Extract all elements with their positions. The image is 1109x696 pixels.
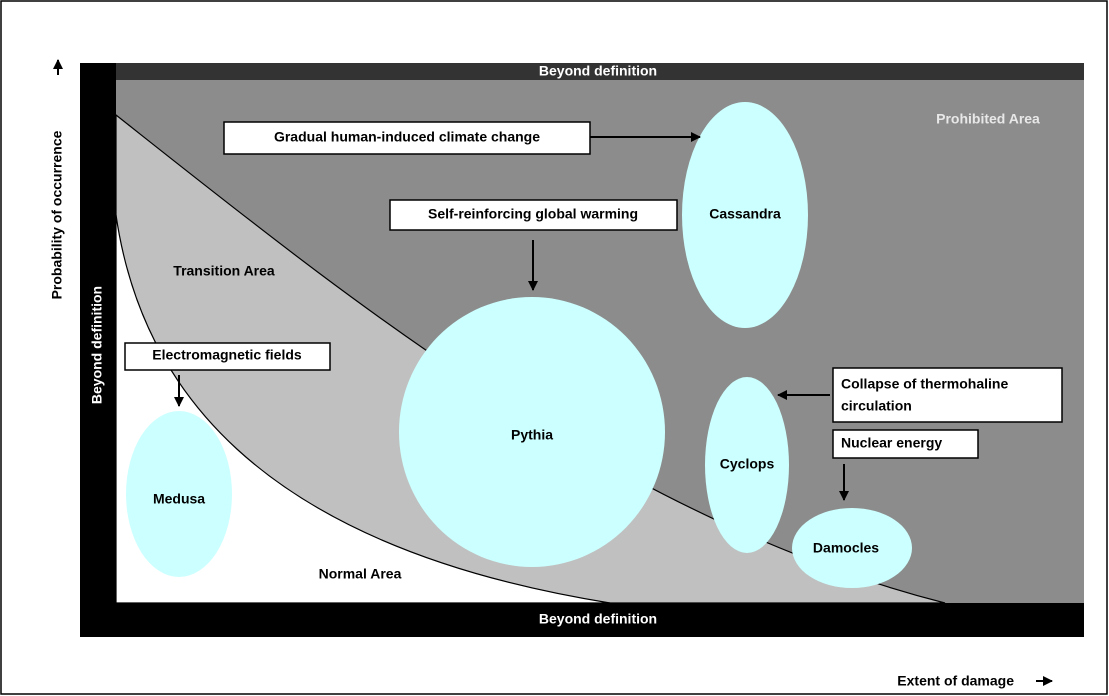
- node: [792, 508, 912, 588]
- top-bar-label: Beyond definition: [539, 63, 657, 79]
- bottom-bar: [80, 603, 1084, 637]
- top-bar: [116, 63, 1084, 80]
- node: [705, 377, 789, 553]
- annotation-box: [832, 367, 1063, 423]
- annotation: Self-reinforcing global warming: [428, 206, 638, 222]
- left-bar-label: Beyond definition: [89, 286, 105, 404]
- node-label: Pythia: [511, 427, 553, 443]
- annotation: Gradual human-induced climate change: [274, 129, 540, 145]
- area-label: Prohibited Area: [936, 111, 1040, 127]
- bottom-bar-label: Beyond definition: [539, 611, 657, 627]
- annotation: Nuclear energy: [841, 435, 942, 451]
- left-bar: [80, 63, 116, 637]
- annotation-box: [832, 429, 979, 459]
- y-axis-label: Probability of occurrence: [49, 130, 65, 299]
- annotation: Collapse of thermohaline: [841, 376, 1008, 392]
- node-label: Cyclops: [720, 456, 775, 472]
- annotation: circulation: [841, 398, 912, 414]
- node-label: Damocles: [813, 540, 879, 556]
- annotation: Electromagnetic fields: [152, 347, 302, 363]
- normal-region: [115, 214, 611, 604]
- annotation-box: [124, 342, 331, 371]
- node: [682, 102, 808, 328]
- node: [399, 297, 665, 567]
- annotation-box: [223, 121, 591, 155]
- node: [126, 411, 232, 577]
- node-label: Medusa: [153, 491, 205, 507]
- node-label: Cassandra: [709, 206, 781, 222]
- annotation-box: [389, 199, 678, 231]
- area-label: Normal Area: [319, 566, 402, 582]
- x-axis-label: Extent of damage: [897, 673, 1014, 689]
- area-label: Transition Area: [173, 263, 275, 279]
